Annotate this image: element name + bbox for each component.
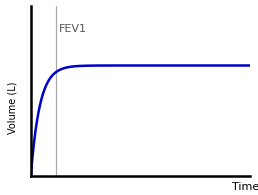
Y-axis label: Volume (L): Volume (L) [8,81,18,134]
X-axis label: Time: Time [232,182,258,192]
Text: FEV1: FEV1 [59,24,87,34]
